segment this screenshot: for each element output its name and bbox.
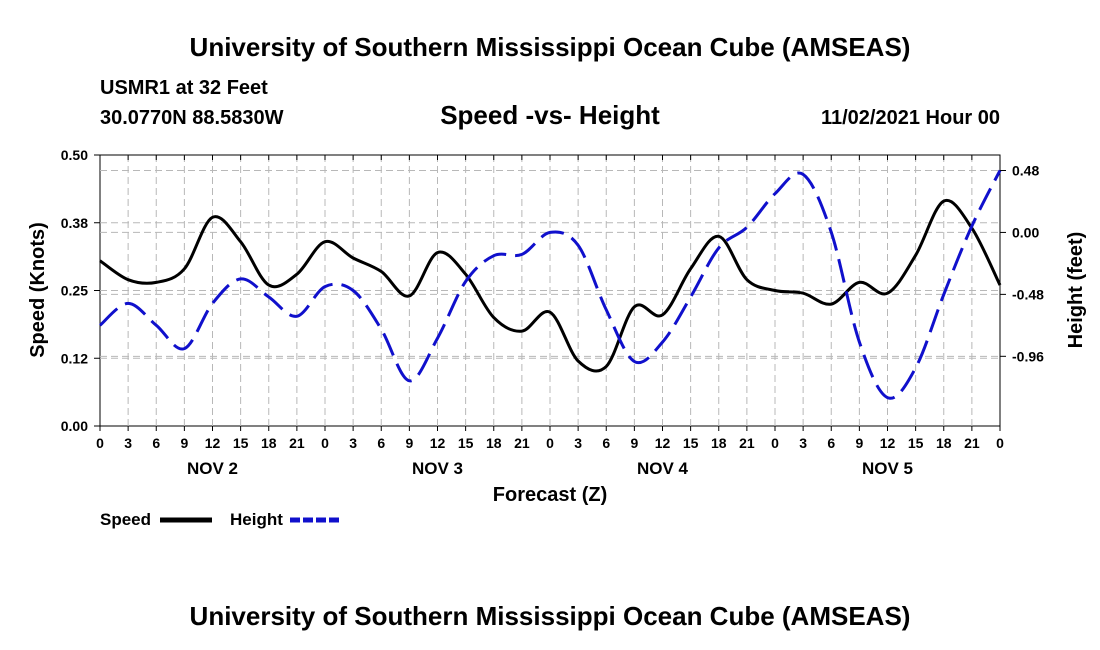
x-tick-label: 21 [289, 435, 305, 451]
y-tick-label: 0.12 [61, 350, 88, 366]
grid [100, 154, 1000, 426]
x-tick-label: 18 [486, 435, 502, 451]
x-day-label: NOV 3 [412, 459, 463, 478]
y2-tick-label: 0.00 [1012, 224, 1039, 240]
x-tick-label: 12 [880, 435, 896, 451]
coordinates-label: 30.0770N 88.5830W [100, 107, 284, 129]
x-tick-label: 6 [377, 435, 385, 451]
y2-tick-label: 0.48 [1012, 162, 1039, 178]
y-tick-label: 0.50 [61, 147, 88, 163]
x-tick-label: 12 [430, 435, 446, 451]
page-title: University of Southern Mississippi Ocean… [190, 32, 911, 62]
x-axis-title: Forecast (Z) [493, 484, 607, 506]
x-tick-label: 0 [546, 435, 554, 451]
legend-height-label: Height [230, 510, 283, 529]
x-tick-label: 3 [124, 435, 132, 451]
x-tick-label: 6 [152, 435, 160, 451]
x-tick-label: 21 [739, 435, 755, 451]
series [99, 169, 1002, 400]
speed-series-line [99, 198, 1002, 373]
x-day-label: NOV 2 [187, 459, 238, 478]
y2-tick-label: -0.96 [1012, 348, 1044, 364]
x-tick-label: 18 [711, 435, 727, 451]
x-tick-label: 15 [458, 435, 474, 451]
x-tick-label: 0 [771, 435, 779, 451]
x-tick-label: 15 [683, 435, 699, 451]
legend-speed-label: Speed [100, 510, 151, 529]
x-tick-label: 3 [799, 435, 807, 451]
x-tick-label: 21 [964, 435, 980, 451]
x-tick-label: 9 [405, 435, 413, 451]
x-tick-label: 6 [602, 435, 610, 451]
x-tick-label: 9 [855, 435, 863, 451]
station-label: USMR1 at 32 Feet [100, 77, 268, 99]
y2-tick-label: -0.48 [1012, 286, 1044, 302]
x-tick-label: 9 [630, 435, 638, 451]
footer-title: University of Southern Mississippi Ocean… [190, 601, 911, 631]
x-tick-label: 0 [96, 435, 104, 451]
chart-title: Speed -vs- Height [440, 100, 660, 130]
y-axis-title: Speed (Knots) [27, 222, 49, 358]
x-tick-label: 0 [321, 435, 329, 451]
x-day-label: NOV 5 [862, 459, 913, 478]
x-tick-label: 9 [180, 435, 188, 451]
x-tick-label: 3 [574, 435, 582, 451]
y2-axis-title: Height (feet) [1065, 232, 1087, 349]
y-tick-label: 0.25 [61, 283, 88, 299]
x-tick-label: 21 [514, 435, 530, 451]
x-tick-label: 12 [655, 435, 671, 451]
y-tick-label: 0.38 [61, 215, 88, 231]
y-tick-label: 0.00 [61, 418, 88, 434]
x-tick-label: 0 [996, 435, 1004, 451]
x-tick-label: 3 [349, 435, 357, 451]
x-tick-label: 6 [827, 435, 835, 451]
x-tick-label: 18 [936, 435, 952, 451]
x-tick-label: 15 [233, 435, 249, 451]
x-tick-label: 12 [205, 435, 221, 451]
x-tick-label: 18 [261, 435, 277, 451]
forecast-date: 11/02/2021 Hour 00 [821, 107, 1000, 129]
x-tick-label: 15 [908, 435, 924, 451]
height-series-line [99, 169, 1002, 400]
x-day-label: NOV 4 [637, 459, 689, 478]
axes: 0 3 6 9 12 15 18 21 0 3 6 9 12 15 18 21 0 3 6 9 12 15 18 21 0 3 6 9… [61, 147, 1044, 478]
legend: Speed Height [100, 510, 342, 529]
